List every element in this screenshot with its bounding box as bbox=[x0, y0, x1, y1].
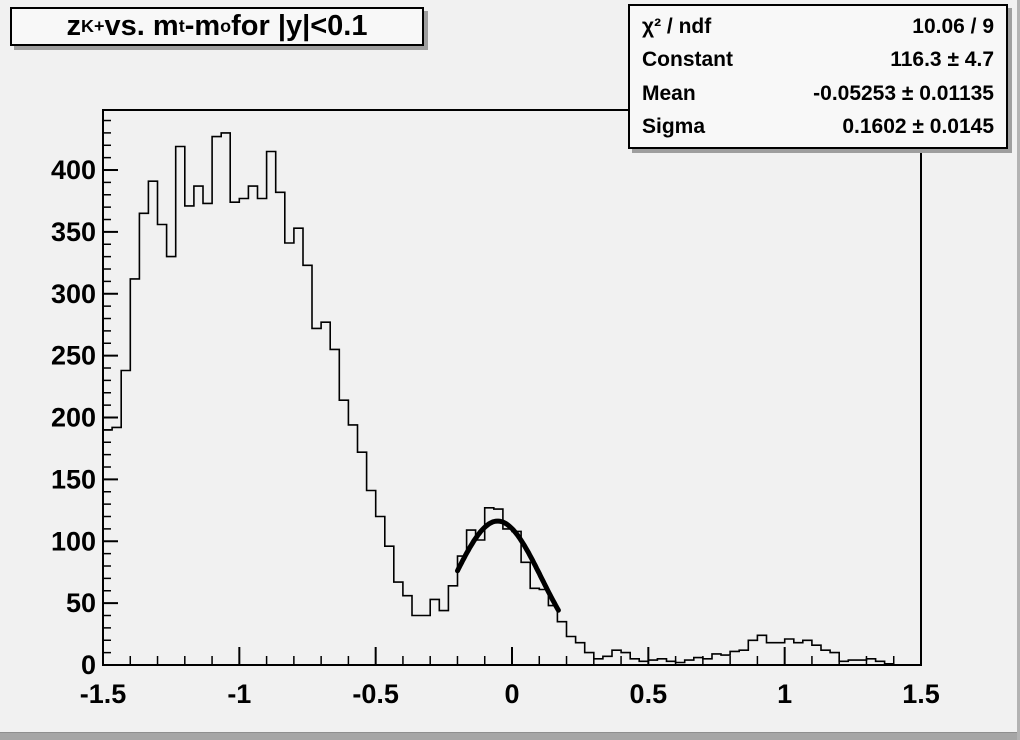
plot-frame bbox=[102, 109, 922, 666]
x-tick-label: -0.5 bbox=[352, 679, 399, 709]
stat-label: χ² / ndf bbox=[642, 15, 712, 39]
fit-path bbox=[455, 518, 561, 613]
stat-row-sigma: Sigma 0.1602 ± 0.0145 bbox=[630, 116, 1006, 137]
stat-value: 116.3 ± 4.7 bbox=[890, 48, 994, 72]
title-subscript: K+ bbox=[81, 16, 105, 36]
x-tick-label: 0.5 bbox=[630, 679, 668, 709]
title-text: vs. m bbox=[104, 10, 179, 42]
stat-row-mean: Mean -0.05253 ± 0.01135 bbox=[630, 83, 1006, 104]
title-text: for |y|<0.1 bbox=[231, 10, 368, 42]
y-tick-label: 350 bbox=[51, 217, 96, 247]
y-tick-label: 150 bbox=[51, 464, 96, 494]
gaussian-fit-curve bbox=[455, 518, 561, 613]
stat-label: Sigma bbox=[642, 114, 706, 138]
title-box[interactable]: z K+ vs. m t -m o for |y|<0.1 bbox=[10, 7, 424, 46]
x-tick-label: -1.5 bbox=[80, 679, 127, 709]
title-text: z bbox=[66, 10, 82, 42]
y-tick-label: 250 bbox=[51, 341, 96, 371]
title-text: -m bbox=[184, 10, 221, 42]
title-subscript: t bbox=[178, 16, 185, 36]
histogram-line bbox=[102, 132, 921, 666]
y-tick-label: 300 bbox=[51, 279, 96, 309]
stat-label: Mean bbox=[642, 81, 696, 105]
x-tick-label: 1 bbox=[777, 679, 792, 709]
y-tick-label: 400 bbox=[51, 155, 96, 185]
x-tick-label: 1.5 bbox=[902, 679, 940, 709]
histogram-path bbox=[102, 132, 921, 666]
stats-box[interactable]: χ² / ndf 10.06 / 9 Constant 116.3 ± 4.7 … bbox=[628, 4, 1008, 149]
stat-label: Constant bbox=[642, 48, 733, 72]
y-tick-label: 50 bbox=[66, 588, 96, 618]
stat-value: 0.1602 ± 0.0145 bbox=[842, 114, 994, 138]
stat-value: -0.05253 ± 0.01135 bbox=[813, 81, 994, 105]
stat-value: 10.06 / 9 bbox=[912, 15, 994, 39]
window-edge-right bbox=[1017, 0, 1020, 740]
title-subscript: o bbox=[220, 16, 232, 36]
window-edge-bottom bbox=[0, 732, 1020, 740]
y-tick-label: 100 bbox=[51, 526, 96, 556]
stat-row-constant: Constant 116.3 ± 4.7 bbox=[630, 49, 1006, 70]
x-tick-label: -1 bbox=[227, 679, 251, 709]
x-tick-label: 0 bbox=[504, 679, 519, 709]
axes: -1.5 -1 -0.5 0 0.5 1 1.5 0 50 100 150 200 250 300 350 4… bbox=[51, 109, 940, 709]
y-tick-label: 0 bbox=[81, 650, 96, 680]
stat-row-chi2: χ² / ndf 10.06 / 9 bbox=[630, 16, 1006, 37]
y-tick-label: 200 bbox=[51, 403, 96, 433]
